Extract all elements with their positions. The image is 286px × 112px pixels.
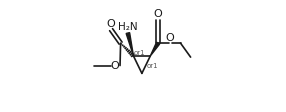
Text: O: O — [106, 19, 115, 29]
Polygon shape — [150, 42, 160, 56]
Text: or1: or1 — [147, 63, 158, 69]
Text: O: O — [166, 33, 174, 43]
Text: H₂N: H₂N — [118, 22, 137, 32]
Text: O: O — [110, 60, 119, 71]
Polygon shape — [126, 33, 134, 56]
Text: O: O — [154, 9, 162, 19]
Text: or1: or1 — [134, 50, 146, 56]
